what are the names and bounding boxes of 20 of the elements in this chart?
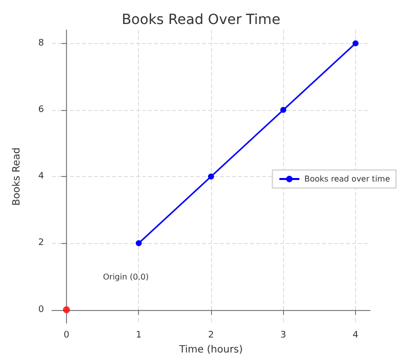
y-axis-title: Books Read bbox=[12, 147, 22, 206]
x-tick-label: 1 bbox=[136, 330, 142, 341]
x-axis-title: Time (hours) bbox=[178, 344, 243, 356]
x-tick-label: 0 bbox=[64, 330, 70, 341]
chart-title: Books Read Over Time bbox=[122, 12, 280, 28]
y-tick-label: 4 bbox=[38, 172, 44, 182]
x-tick-label: 4 bbox=[352, 330, 359, 341]
point bbox=[136, 240, 142, 246]
y-tick-label: 0 bbox=[38, 304, 44, 315]
x-tick-label: 2 bbox=[208, 330, 214, 341]
x-tick-label: 3 bbox=[280, 330, 286, 341]
y-tick-label: 2 bbox=[38, 238, 44, 248]
point bbox=[208, 174, 214, 180]
y-tick-label: 6 bbox=[38, 104, 44, 115]
annotation: Origin (0,0) bbox=[103, 272, 149, 282]
point bbox=[280, 106, 286, 113]
y-tick-label: 8 bbox=[38, 38, 44, 48]
legend-label: Books read over time bbox=[304, 174, 390, 184]
point bbox=[352, 40, 359, 46]
point bbox=[62, 306, 70, 314]
